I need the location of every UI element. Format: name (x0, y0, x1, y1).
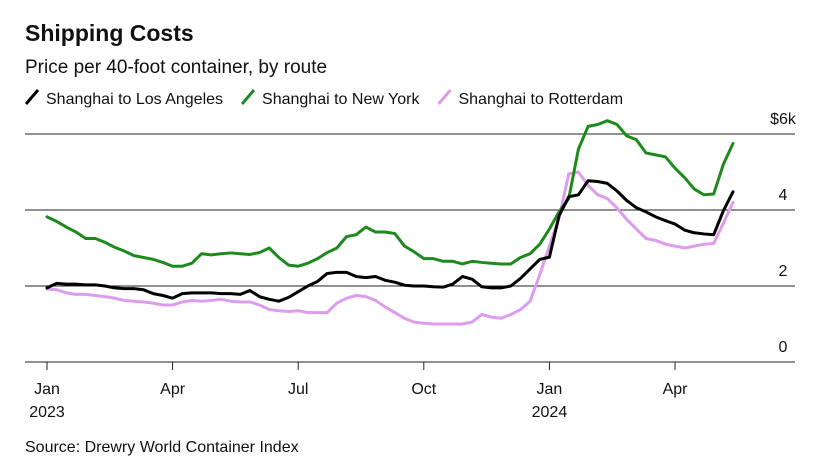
legend-label: Shanghai to Los Angeles (46, 91, 223, 108)
x-tick-label: Apr (663, 381, 689, 398)
legend-swatch (24, 89, 40, 105)
legend-swatch (437, 89, 452, 105)
series-line (45, 179, 735, 303)
series-line (45, 119, 735, 268)
source-note: Source: Drewry World Container Index (25, 439, 299, 456)
x-tick-label: Jul (288, 381, 308, 398)
chart-subtitle: Price per 40-foot container, by route (25, 57, 327, 78)
x-tick-label: Jan (34, 381, 60, 398)
y-tick-label: 0 (779, 339, 788, 356)
legend-swatch (240, 89, 256, 105)
legend-label: Shanghai to Rotterdam (458, 91, 623, 108)
x-tick-label: Oct (411, 381, 436, 398)
chart-title: Shipping Costs (25, 20, 194, 46)
x-tick-label: Jan (537, 381, 563, 398)
series-line (45, 170, 735, 326)
x-group-label: 2023 (29, 404, 65, 421)
y-tick-label: 4 (779, 187, 788, 204)
y-tick-label: 2 (779, 263, 788, 280)
x-group-label: 2024 (532, 404, 568, 421)
x-tick-label: Apr (160, 381, 186, 398)
y-tick-label: $6k (770, 111, 797, 128)
legend-label: Shanghai to New York (262, 91, 420, 108)
